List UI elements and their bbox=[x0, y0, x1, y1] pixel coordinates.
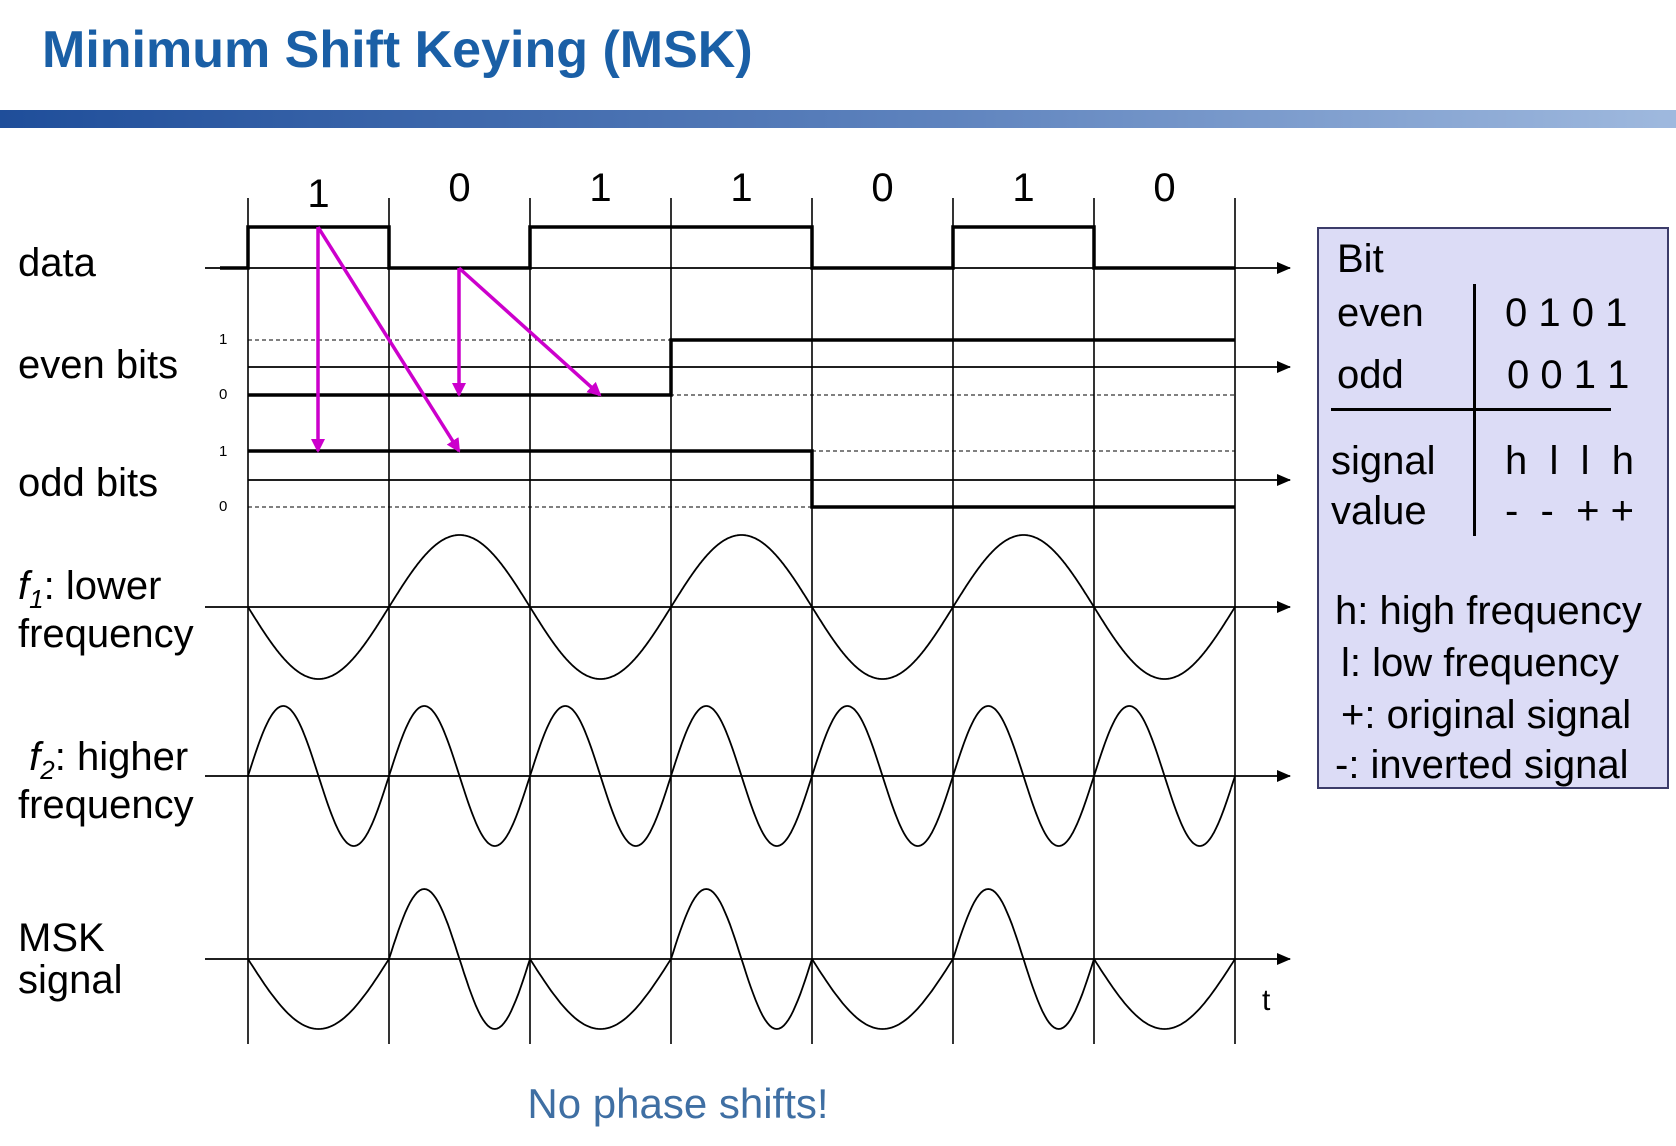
caption-no-phase-shifts: No phase shifts! bbox=[527, 1080, 829, 1127]
legend-odd-label: odd bbox=[1337, 353, 1404, 397]
msk-segment-3 bbox=[670, 888, 813, 1030]
bit-label-1: 0 bbox=[448, 166, 471, 210]
msk-line1: MSK bbox=[18, 916, 105, 960]
f2-symbol: f bbox=[29, 735, 41, 779]
legend-even-values: 0 1 0 1 bbox=[1505, 291, 1628, 335]
f1-desc: : lower bbox=[43, 564, 162, 608]
legend-note-h: h: high frequency bbox=[1335, 589, 1642, 633]
signal-waveforms bbox=[220, 225, 1236, 1030]
title-underline-bar bbox=[0, 110, 1676, 128]
legend-signal-values: h l l h bbox=[1505, 439, 1634, 483]
legend-note-l: l: low frequency bbox=[1341, 641, 1619, 685]
odd-level-zero-label: 0 bbox=[219, 498, 228, 515]
legend-note-plus: +: original signal bbox=[1341, 693, 1632, 737]
legend-box: Bit even 0 1 0 1 odd 0 0 1 1 signal h l … bbox=[1317, 227, 1669, 789]
legend-even-label: even bbox=[1337, 291, 1424, 335]
bit-label-5: 1 bbox=[1012, 166, 1035, 210]
bit-boundary-lines bbox=[247, 198, 1236, 1044]
f1-lower-frequency-wave bbox=[247, 534, 1236, 680]
f1-subscript: 1 bbox=[29, 584, 44, 614]
f1-line2: frequency bbox=[18, 612, 194, 657]
legend-horizontal-divider bbox=[1331, 408, 1611, 411]
bit-label-0: 1 bbox=[307, 172, 330, 216]
msk-segment-2 bbox=[529, 958, 672, 1030]
odd-level-one-label: 1 bbox=[219, 443, 228, 460]
arrow-bit0-to-odd-next bbox=[316, 226, 461, 453]
legend-signal-label: signal bbox=[1331, 439, 1436, 483]
odd-bits-waveform bbox=[248, 449, 1235, 509]
time-axis-label: t bbox=[1262, 984, 1271, 1017]
even-level-one-label: 1 bbox=[219, 331, 228, 348]
msk-segment-1 bbox=[388, 888, 531, 1030]
row-label-f1: f1: lower frequency bbox=[18, 565, 194, 655]
row-label-odd-bits: odd bits bbox=[18, 461, 159, 505]
f2-subscript: 2 bbox=[40, 755, 55, 785]
f1-symbol: f bbox=[18, 564, 30, 608]
row-label-f2: f2: higher frequency bbox=[18, 736, 194, 826]
msk-segment-0 bbox=[247, 958, 390, 1030]
slide-title: Minimum Shift Keying (MSK) bbox=[42, 21, 753, 79]
bit-label-4: 0 bbox=[871, 166, 894, 210]
row-label-data: data bbox=[18, 241, 96, 285]
f2-line2: frequency bbox=[18, 783, 194, 828]
msk-line2: signal bbox=[18, 958, 123, 1002]
bit-label-6: 0 bbox=[1153, 166, 1176, 210]
legend-note-minus: -: inverted signal bbox=[1335, 743, 1629, 787]
row-label-even-bits: even bits bbox=[18, 343, 179, 387]
f2-desc: : higher bbox=[54, 735, 189, 779]
time-axes bbox=[205, 262, 1291, 965]
bit-assignment-arrows bbox=[311, 226, 602, 453]
legend-bit-header: Bit bbox=[1337, 237, 1384, 281]
level-guide-lines bbox=[248, 339, 1235, 508]
arrow-bit1-to-even-next bbox=[457, 266, 602, 397]
bit-label-2: 1 bbox=[589, 166, 612, 210]
even-level-zero-label: 0 bbox=[219, 386, 228, 403]
legend-odd-values: 0 0 1 1 bbox=[1507, 353, 1630, 397]
msk-segment-4 bbox=[811, 958, 954, 1030]
msk-segment-5 bbox=[952, 888, 1095, 1030]
bit-label-3: 1 bbox=[730, 166, 753, 210]
row-label-msk: MSK signal bbox=[18, 917, 123, 1001]
msk-segment-6 bbox=[1093, 958, 1236, 1030]
data-waveform bbox=[220, 225, 1235, 270]
f2-higher-frequency-wave bbox=[247, 705, 1236, 847]
legend-value-values: - - + + bbox=[1505, 489, 1634, 533]
legend-value-label: value bbox=[1331, 489, 1427, 533]
